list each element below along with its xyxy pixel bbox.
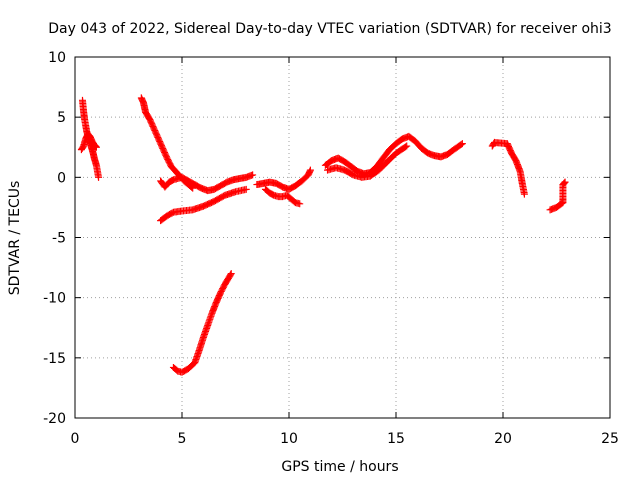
- series-arc-0.3-1.0-low: [77, 130, 100, 154]
- data-point: [306, 166, 314, 174]
- x-tick-label: 15: [387, 431, 405, 447]
- x-tick-label: 10: [280, 431, 298, 447]
- data-point: [458, 140, 466, 148]
- data-points: [77, 94, 569, 376]
- series-arc-4.0-8.3: [157, 171, 257, 195]
- y-tick-label: -15: [43, 351, 66, 367]
- series-arc-8.9-10.5: [261, 185, 304, 208]
- y-tick-label: -10: [43, 291, 66, 307]
- series-arc-22.2-22.9: [546, 178, 569, 214]
- data-point-interpolated: [91, 142, 99, 150]
- data-point-interpolated: [560, 179, 568, 187]
- data-point-interpolated: [92, 142, 100, 150]
- data-point: [561, 178, 569, 186]
- data-point: [92, 143, 100, 151]
- x-tick-label: 5: [178, 431, 187, 447]
- y-tick-label: 0: [57, 170, 66, 186]
- series-arc-19.5-21.0: [488, 138, 528, 198]
- data-point-interpolated: [560, 180, 568, 188]
- grid-lines: [75, 57, 610, 418]
- data-point: [95, 173, 103, 181]
- series-arc-11.8-15.5-low: [324, 142, 411, 181]
- y-tick-label: 5: [57, 110, 66, 126]
- data-point: [227, 270, 235, 278]
- series-arc-4.6-7.3: [169, 270, 235, 376]
- x-tick-label: 20: [494, 431, 512, 447]
- data-point: [520, 190, 528, 198]
- series-arc-4.0-8.0: [157, 185, 250, 225]
- y-axis-label: SDTVAR / TECUs: [7, 181, 23, 296]
- x-tick-label: 0: [71, 431, 80, 447]
- data-point-interpolated: [227, 271, 235, 279]
- data-point-interpolated: [402, 143, 410, 151]
- series-arc-8.5-11.0: [253, 166, 314, 193]
- series-arc-11.7-18.1: [321, 132, 466, 178]
- data-point: [403, 142, 411, 150]
- data-point: [296, 200, 304, 208]
- x-tick-label: 25: [601, 431, 619, 447]
- chart-title: Day 043 of 2022, Sidereal Day-to-day VTE…: [48, 21, 611, 37]
- data-point-interpolated: [457, 141, 465, 148]
- x-axis-label: GPS time / hours: [281, 459, 398, 475]
- y-tick-label: -5: [52, 231, 66, 247]
- data-point: [249, 171, 257, 179]
- y-tick-label: -20: [43, 411, 66, 427]
- y-tick-label: 10: [48, 50, 66, 66]
- axis-ticks: 0 5 10 15 20 25 -20 -15 -10 -5 0 5 10: [43, 50, 619, 447]
- data-point: [242, 185, 250, 193]
